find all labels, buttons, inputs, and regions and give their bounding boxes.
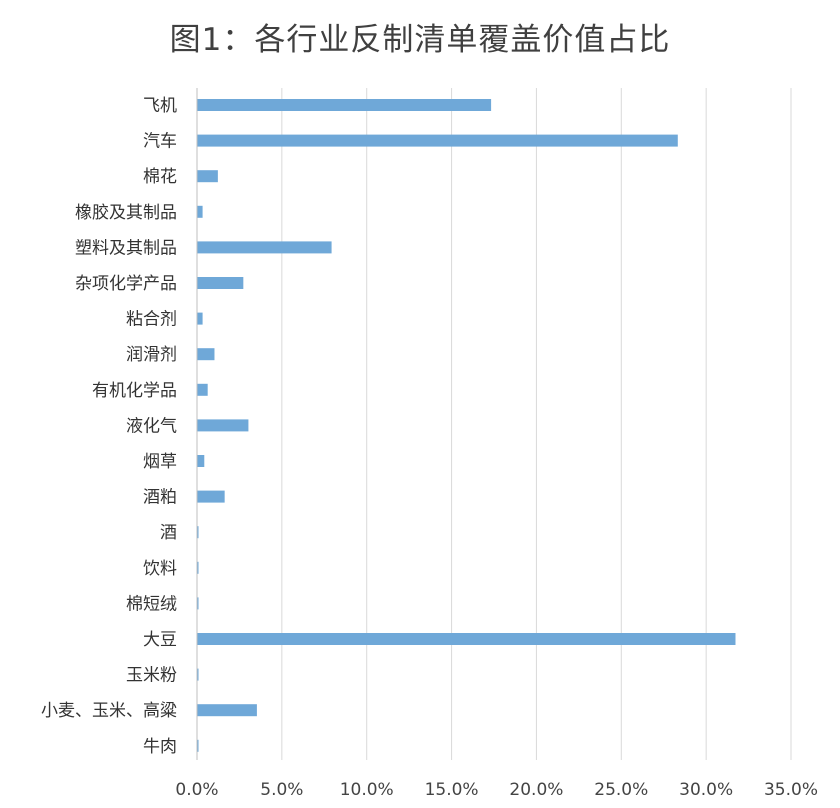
category-label-6: 粘合剂 [126,310,177,330]
x-tick-label-4: 20.0% [509,780,563,800]
category-label-11: 酒粕 [143,488,177,508]
category-label-14: 棉短绒 [126,594,177,614]
bar-7 [197,348,215,361]
bar-5 [197,277,244,289]
bar-15 [197,633,736,645]
bar-18 [197,739,199,752]
bar-2 [197,170,218,183]
category-label-7: 润滑剂 [126,345,177,365]
category-label-12: 酒 [160,523,177,543]
category-label-3: 橡胶及其制品 [75,203,177,223]
bar-3 [197,205,203,218]
category-label-17: 小麦、玉米、高粱 [41,701,177,721]
category-label-1: 汽车 [143,132,177,152]
x-tick-label-0: 0.0% [175,780,218,800]
x-tick-label-7: 35.0% [764,780,818,800]
bar-10 [197,455,205,467]
category-label-0: 飞机 [143,96,177,116]
x-tick-label-1: 5.0% [260,780,303,800]
category-label-8: 有机化学品 [92,381,177,401]
category-label-16: 玉米粉 [126,666,177,686]
bar-8 [197,383,208,396]
bar-16 [197,668,199,681]
category-label-13: 饮料 [143,559,177,579]
bar-14 [197,597,199,610]
x-tick-label-6: 30.0% [679,780,733,800]
x-tick-label-5: 25.0% [594,780,648,800]
category-label-4: 塑料及其制品 [75,238,177,258]
bar-4 [197,241,332,254]
chart-title: 图1：各行业反制清单覆盖价值占比 [169,22,671,58]
category-label-15: 大豆 [143,630,177,650]
bar-6 [197,312,203,325]
bar-13 [197,561,199,574]
bar-9 [197,419,249,432]
category-label-2: 棉花 [143,167,177,187]
bar-12 [197,526,199,539]
category-label-9: 液化气 [126,416,177,436]
bar-1 [197,134,678,147]
bar-17 [197,704,257,717]
bar-0 [197,99,492,111]
category-label-18: 牛肉 [143,737,177,757]
x-tick-label-3: 15.0% [425,780,479,800]
category-label-10: 烟草 [143,452,177,472]
category-label-5: 杂项化学产品 [75,274,177,294]
x-tick-label-2: 10.0% [340,780,394,800]
bar-11 [197,490,225,503]
